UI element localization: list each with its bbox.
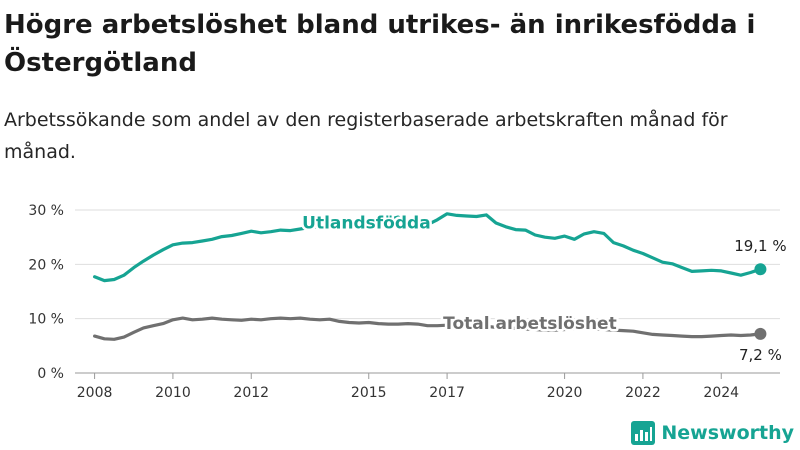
x-tick-label: 2024 [703,385,739,401]
line-chart: 0 % 10 % 20 % 30 % 2008 2010 2012 2015 2017 2020 2… [28,203,787,401]
end-value-label-utlandsfodda: 19,1 % [734,237,786,255]
brand-name: Newsworthy [661,422,794,444]
end-point-total [754,327,767,340]
axis-ticks: 0 % 10 % 20 % 30 % 2008 2010 2012 2015 2017 2020 2… [28,203,739,401]
x-tick-label: 2015 [351,385,387,401]
series-line-total [93,316,762,341]
series-name-total: Total arbetslöshet [443,314,617,334]
series-name-halo-total: Total arbetslöshet [443,314,617,334]
series-lines [93,212,767,341]
chart-subtitle: Arbetssökande som andel av den registerb… [4,109,728,163]
x-tick-label: 2010 [155,385,191,401]
x-tick-label: 2022 [625,385,661,401]
end-point-utlandsfodda [754,263,767,276]
series-name-utlandsfodda: Utlandsfödda [302,213,431,233]
series-line-utlandsfodda [93,212,762,283]
end-value-label-total: 7,2 % [739,346,782,364]
y-tick-label: 0 % [37,366,64,382]
y-tick-label: 30 % [28,203,64,219]
bar-chart-logo-icon [631,421,656,445]
x-tick-label: 2020 [547,385,583,401]
y-tick-label: 10 % [28,312,64,328]
y-tick-label: 20 % [28,257,64,273]
chart-title: Högre arbetslöshet bland utrikes- än inr… [4,10,756,78]
x-tick-label: 2008 [77,385,113,401]
brand-logo: Newsworthy [631,421,794,445]
x-tick-label: 2017 [429,385,465,401]
x-tick-label: 2012 [233,385,269,401]
series-name-halo-utlandsfodda: Utlandsfödda [302,213,431,233]
gridlines [75,209,780,374]
